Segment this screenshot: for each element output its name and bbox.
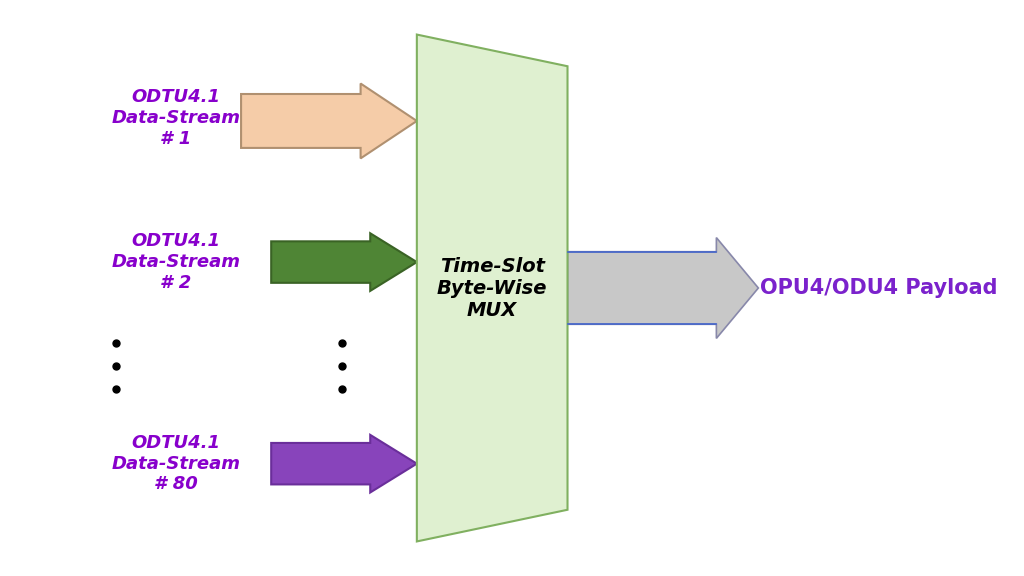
Polygon shape — [417, 35, 567, 541]
Text: ODTU4.1
Data-Stream
# 80: ODTU4.1 Data-Stream # 80 — [112, 434, 241, 494]
Polygon shape — [271, 435, 417, 492]
Text: Time-Slot
Byte-Wise
MUX: Time-Slot Byte-Wise MUX — [437, 256, 548, 320]
Text: ODTU4.1
Data-Stream
# 1: ODTU4.1 Data-Stream # 1 — [112, 88, 241, 148]
Text: ODTU4.1
Data-Stream
# 2: ODTU4.1 Data-Stream # 2 — [112, 232, 241, 292]
Polygon shape — [271, 233, 417, 291]
Polygon shape — [241, 84, 417, 158]
Polygon shape — [567, 237, 759, 339]
Text: OPU4/ODU4 Payload: OPU4/ODU4 Payload — [760, 278, 997, 298]
